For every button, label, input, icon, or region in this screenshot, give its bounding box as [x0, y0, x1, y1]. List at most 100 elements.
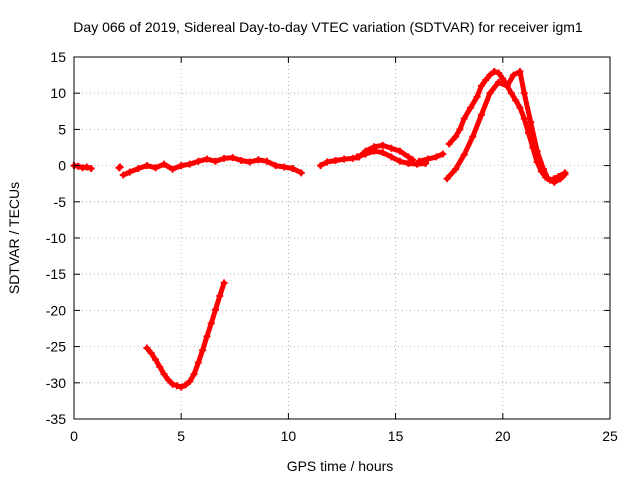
- series-seg-dip: [144, 280, 227, 390]
- data-point: [237, 157, 245, 165]
- data-point: [246, 158, 254, 166]
- y-tick-label: -15: [46, 266, 66, 282]
- series-seg-mid-c: [416, 151, 446, 164]
- data-point: [495, 69, 503, 77]
- data-point: [323, 158, 331, 166]
- data-point: [220, 279, 228, 287]
- data-point: [460, 115, 468, 123]
- data-point: [164, 376, 172, 384]
- data-point: [156, 363, 164, 371]
- x-tick-label: 25: [602, 428, 618, 444]
- y-axis-label: SDTVAR / TECUs: [6, 182, 22, 294]
- data-point: [151, 356, 159, 364]
- data-point: [490, 67, 498, 75]
- data-point: [516, 104, 524, 112]
- data-point: [520, 115, 528, 123]
- x-tick-label: 5: [177, 428, 185, 444]
- data-point: [396, 147, 404, 155]
- data-point: [203, 155, 211, 163]
- data-point: [297, 169, 305, 177]
- data-point: [544, 175, 552, 183]
- data-point: [216, 292, 224, 300]
- data-point: [495, 78, 503, 86]
- data-point: [169, 380, 177, 388]
- data-point: [404, 159, 412, 167]
- data-point: [396, 157, 404, 165]
- y-tick-label: 0: [58, 158, 66, 174]
- data-point: [415, 157, 423, 165]
- data-point: [456, 125, 464, 133]
- data-point: [473, 93, 481, 101]
- data-point: [289, 164, 297, 172]
- data-series: [70, 67, 569, 391]
- data-point: [74, 162, 82, 170]
- data-point: [540, 165, 548, 173]
- y-tick-label: 15: [50, 49, 66, 65]
- y-tick-label: -5: [54, 194, 67, 210]
- data-point: [177, 162, 185, 170]
- data-point: [486, 89, 494, 97]
- data-point: [404, 153, 412, 161]
- data-point: [173, 382, 181, 390]
- data-point: [181, 381, 189, 389]
- data-point: [424, 155, 432, 163]
- data-point: [229, 154, 237, 162]
- data-point: [83, 163, 91, 171]
- data-point: [362, 150, 370, 158]
- data-point: [280, 163, 288, 171]
- data-point: [516, 67, 524, 75]
- x-tick-label: 15: [388, 428, 404, 444]
- data-point: [190, 370, 198, 378]
- data-point: [169, 165, 177, 173]
- data-point: [160, 370, 168, 378]
- y-tick-label: 5: [58, 121, 66, 137]
- grid: [74, 57, 610, 419]
- data-point: [143, 162, 151, 170]
- data-point: [353, 153, 361, 161]
- data-point: [332, 157, 340, 165]
- data-point: [452, 165, 460, 173]
- axis-ticks: 0 5 10 15 20 25 15 10 5 0 -5 -10 -15 -20 -25 -30 -35: [46, 49, 618, 444]
- data-point: [272, 162, 280, 170]
- data-point: [550, 178, 558, 186]
- x-axis-label: GPS time / hours: [287, 458, 394, 474]
- data-point: [160, 160, 168, 168]
- data-point: [533, 147, 541, 155]
- data-point: [340, 155, 348, 163]
- data-point: [317, 162, 325, 170]
- data-point: [507, 89, 515, 97]
- data-point: [186, 160, 194, 168]
- data-point: [126, 168, 134, 176]
- data-point: [143, 344, 151, 352]
- data-point: [147, 349, 155, 357]
- data-point: [499, 75, 507, 83]
- data-point: [561, 170, 569, 178]
- y-tick-label: -25: [46, 339, 66, 355]
- data-point: [486, 71, 494, 79]
- y-tick-label: -20: [46, 302, 66, 318]
- chart-title: Day 066 of 2019, Sidereal Day-to-day VTE…: [73, 19, 583, 35]
- data-point: [467, 104, 475, 112]
- series-seg-day: [120, 155, 304, 178]
- data-point: [212, 157, 220, 165]
- data-point: [212, 306, 220, 314]
- y-tick-label: 10: [50, 85, 66, 101]
- data-point: [177, 383, 185, 391]
- data-point: [452, 133, 460, 141]
- data-point: [220, 154, 228, 162]
- data-point: [263, 157, 271, 165]
- data-point: [194, 157, 202, 165]
- data-point: [512, 96, 520, 104]
- data-point: [254, 156, 262, 164]
- data-point: [370, 147, 378, 155]
- data-point: [387, 144, 395, 152]
- data-point: [557, 175, 565, 183]
- x-tick-label: 10: [281, 428, 297, 444]
- data-point: [199, 346, 207, 354]
- data-point: [203, 332, 211, 340]
- data-point: [432, 153, 440, 161]
- data-point: [443, 175, 451, 183]
- data-point: [520, 89, 528, 97]
- data-point: [460, 151, 468, 159]
- data-point: [387, 153, 395, 161]
